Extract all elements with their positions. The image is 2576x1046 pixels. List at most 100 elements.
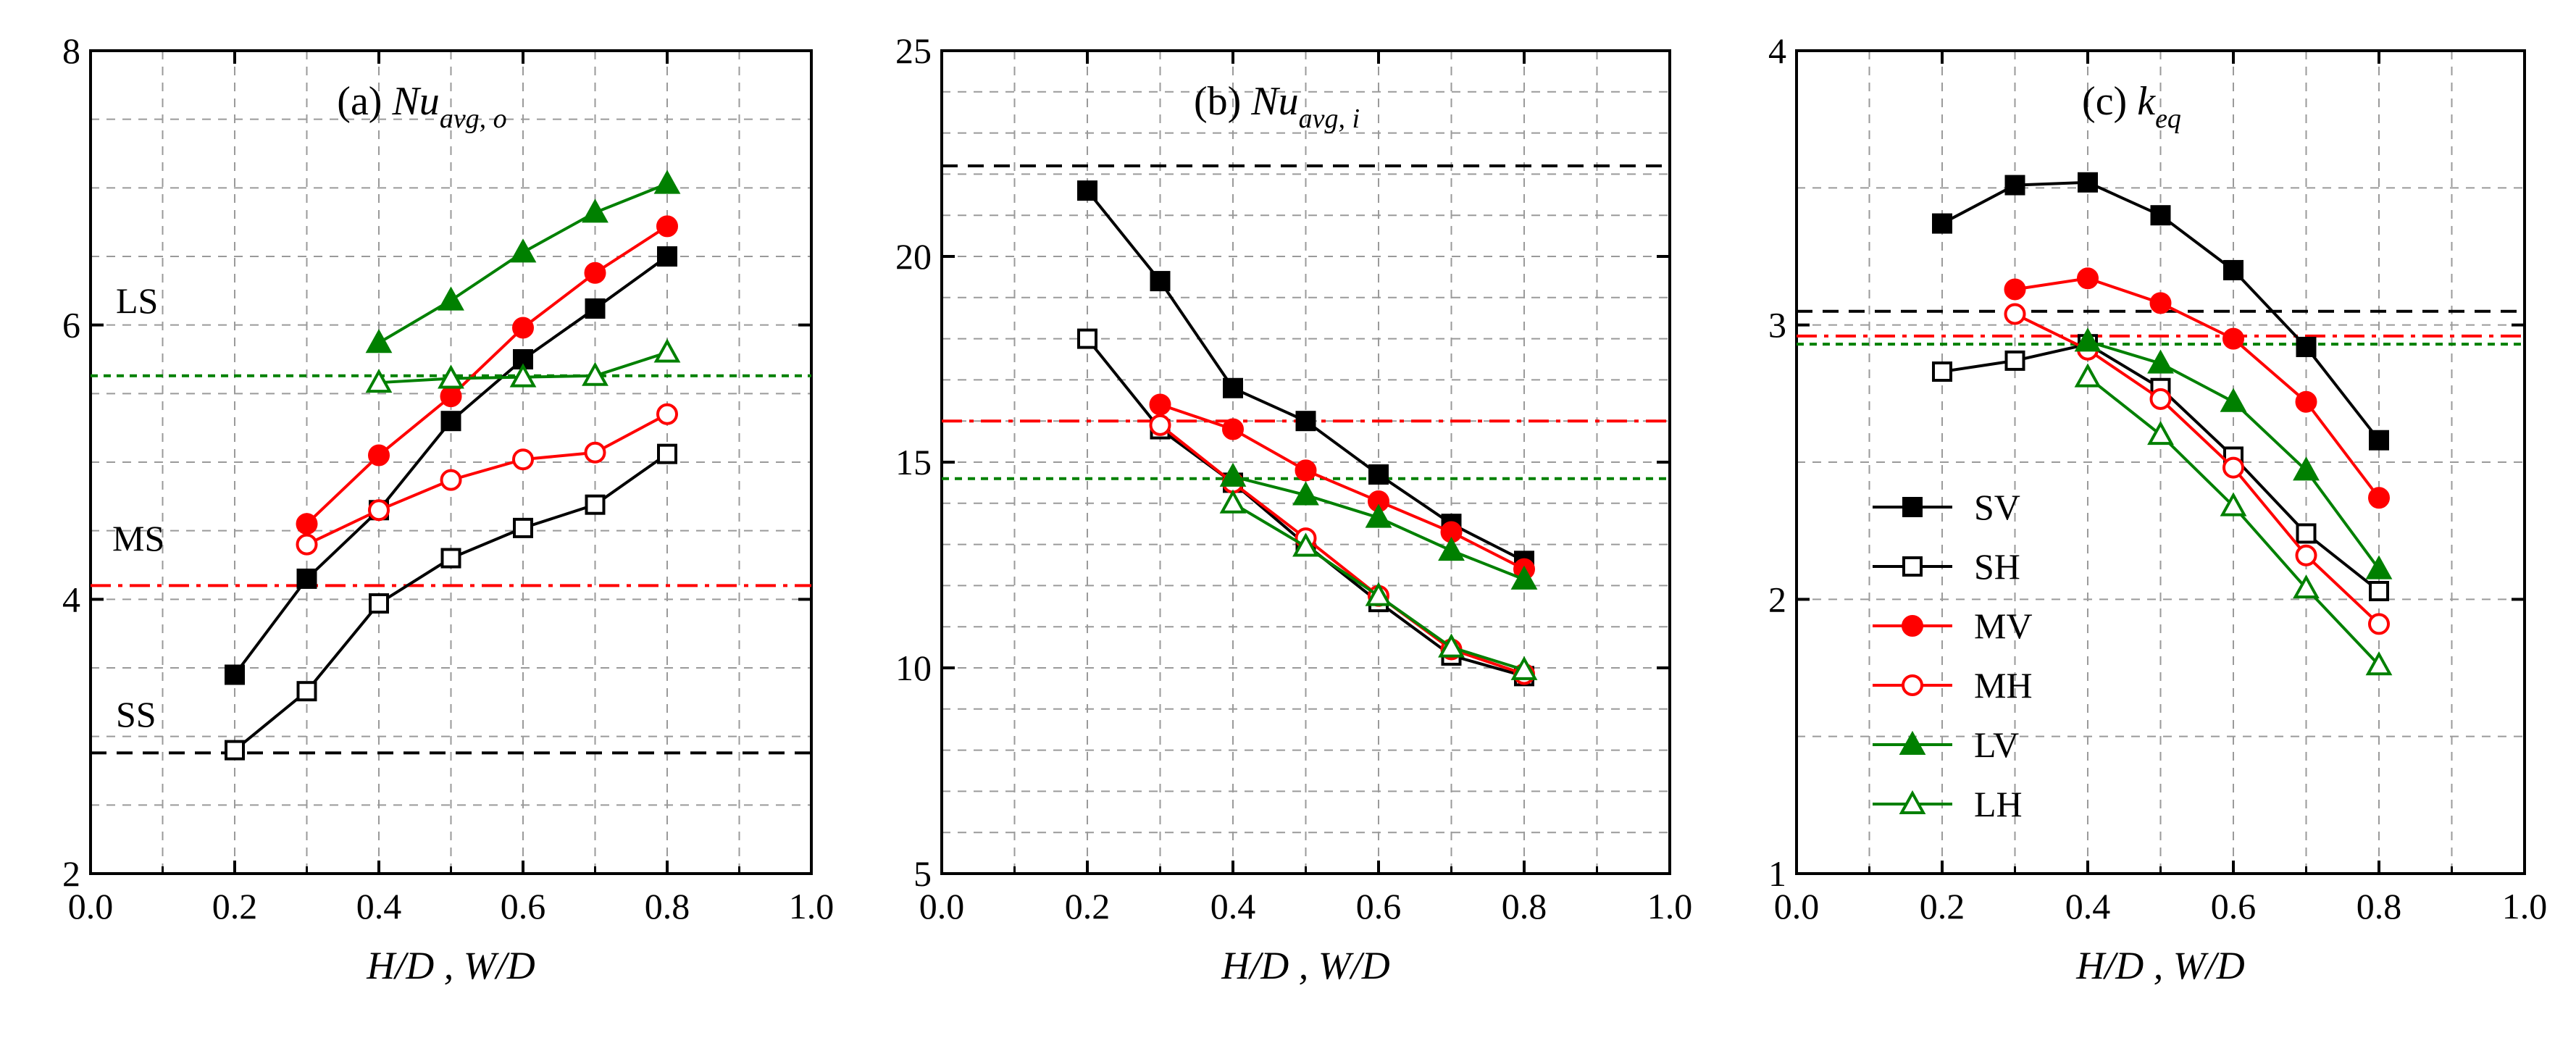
y-tick-label: 3 [1768, 305, 1786, 346]
data-point [656, 215, 678, 238]
x-tick-label: 0.2 [212, 886, 258, 926]
x-tick-label: 1.0 [1647, 886, 1693, 926]
x-axis-label: H/D , W/D [1221, 944, 1389, 987]
data-point [2368, 487, 2390, 509]
data-point [1077, 180, 1097, 201]
data-point [1223, 377, 1243, 398]
data-point [2293, 574, 2320, 599]
data-point [2220, 388, 2247, 412]
x-tick-label: 0.8 [645, 886, 690, 926]
panel-a: 0.0 0.2 0.4 0.6 0.8 1.0 2 4 6 8 (a) Nuavg, o H/D , … [62, 30, 834, 987]
y-tick-label: 5 [913, 853, 932, 894]
series-lv [1219, 462, 1538, 590]
series-mh [2004, 303, 2390, 635]
data-point [368, 444, 390, 466]
legend-marker [1902, 556, 1923, 577]
data-point [438, 286, 464, 311]
data-point [2295, 390, 2317, 413]
data-point [584, 441, 606, 464]
annotation-ls: LS [116, 280, 158, 321]
data-point [1365, 582, 1392, 606]
y-tick-label: 25 [895, 30, 932, 71]
y-tick-label: 8 [62, 30, 80, 71]
panel-b: 0.0 0.2 0.4 0.6 0.8 1.0 5 10 15 20 25 (b) Nuavg, i H… [895, 30, 1692, 987]
data-point [2222, 456, 2244, 479]
data-point [438, 364, 464, 389]
series-line [1159, 403, 1525, 571]
data-point [225, 740, 245, 761]
data-point [509, 363, 537, 388]
data-point [2004, 303, 2026, 325]
data-point [1438, 537, 1465, 561]
title-main: k [2137, 79, 2156, 124]
data-point [2365, 555, 2393, 580]
y-tick-label: 4 [1768, 30, 1786, 71]
legend-marker [1902, 615, 1923, 637]
data-point [296, 568, 317, 589]
title-main: Nu [1250, 79, 1298, 124]
x-tick-label: 0.8 [1502, 886, 1547, 926]
data-point [657, 443, 677, 464]
data-point [369, 593, 389, 614]
annotation-ss: SS [116, 694, 156, 735]
legend-label: MH [1974, 665, 2033, 706]
x-axis-label: H/D , W/D [366, 944, 535, 987]
data-point [1219, 462, 1247, 487]
data-point [1149, 414, 1171, 436]
y-tick-label: 1 [1768, 853, 1786, 894]
annotation-ms: MS [112, 518, 164, 558]
legend-marker [1902, 674, 1923, 696]
x-tick-label: 0.4 [1210, 886, 1256, 926]
data-point [657, 246, 677, 267]
data-point [1292, 532, 1319, 557]
series-lv [2074, 327, 2393, 580]
legend-label: SH [1974, 546, 2020, 587]
panel-title: (a) Nuavg, o [337, 79, 506, 134]
legend-label: LV [1974, 724, 2019, 765]
data-point [2074, 363, 2102, 388]
data-point [2004, 350, 2025, 371]
legend-marker [1899, 730, 1926, 755]
data-point [296, 533, 318, 556]
data-point [584, 262, 606, 284]
data-point [2222, 327, 2244, 350]
data-point [1368, 464, 1389, 485]
data-point [440, 385, 462, 408]
title-subscript: eq [2155, 104, 2181, 134]
title-main: Nu [391, 79, 439, 124]
panel-label: (b) [1194, 79, 1241, 124]
series-line [306, 225, 669, 525]
data-point [656, 403, 678, 425]
data-point [1365, 503, 1392, 528]
series-line [306, 412, 668, 546]
data-point [512, 448, 534, 471]
legend-label: LH [1974, 784, 2023, 824]
data-point [2150, 205, 2171, 226]
y-tick-label: 4 [62, 579, 80, 619]
data-point [1295, 459, 1317, 482]
series-mv [2004, 267, 2390, 509]
panel-label: (a) [337, 79, 382, 124]
x-tick-label: 0.6 [2211, 886, 2257, 926]
series-line [1159, 424, 1525, 676]
legend-label: SV [1974, 487, 2020, 527]
x-tick-label: 0.6 [1356, 886, 1402, 926]
grid [1797, 51, 2525, 874]
data-point [440, 548, 461, 569]
legend-marker [1899, 790, 1926, 814]
data-point [1292, 481, 1319, 506]
x-tick-label: 0.4 [356, 886, 402, 926]
series-line [2014, 312, 2380, 625]
y-tick-label: 2 [1768, 579, 1786, 619]
data-point [2147, 349, 2174, 374]
data-point [296, 513, 318, 535]
data-point [1438, 633, 1465, 658]
data-point [513, 517, 533, 538]
y-tick-label: 15 [895, 442, 932, 482]
data-point [2004, 278, 2026, 301]
title-space [1241, 79, 1251, 124]
y-tick-label: 6 [62, 305, 80, 346]
title-subscript: avg, o [440, 104, 507, 134]
series-lh [365, 338, 681, 393]
